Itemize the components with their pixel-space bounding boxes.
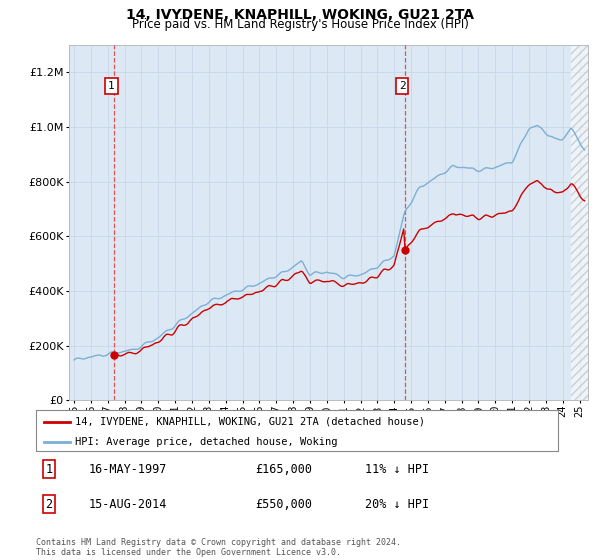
Text: Price paid vs. HM Land Registry's House Price Index (HPI): Price paid vs. HM Land Registry's House …	[131, 18, 469, 31]
Text: 20% ↓ HPI: 20% ↓ HPI	[365, 498, 429, 511]
Text: £165,000: £165,000	[255, 463, 312, 475]
Text: HPI: Average price, detached house, Woking: HPI: Average price, detached house, Woki…	[75, 437, 338, 447]
Text: 14, IVYDENE, KNAPHILL, WOKING, GU21 2TA (detached house): 14, IVYDENE, KNAPHILL, WOKING, GU21 2TA …	[75, 417, 425, 427]
Text: 2: 2	[399, 81, 406, 91]
Bar	[571, 45, 588, 400]
Text: 11% ↓ HPI: 11% ↓ HPI	[365, 463, 429, 475]
Text: Contains HM Land Registry data © Crown copyright and database right 2024.
This d: Contains HM Land Registry data © Crown c…	[36, 538, 401, 557]
Text: 2: 2	[46, 498, 53, 511]
Text: 15-AUG-2014: 15-AUG-2014	[88, 498, 167, 511]
Bar	[571, 45, 588, 400]
Text: £550,000: £550,000	[255, 498, 312, 511]
FancyBboxPatch shape	[36, 410, 558, 451]
Text: 1: 1	[46, 463, 53, 475]
Text: 16-MAY-1997: 16-MAY-1997	[88, 463, 167, 475]
Text: 14, IVYDENE, KNAPHILL, WOKING, GU21 2TA: 14, IVYDENE, KNAPHILL, WOKING, GU21 2TA	[126, 8, 474, 22]
Text: 1: 1	[108, 81, 115, 91]
